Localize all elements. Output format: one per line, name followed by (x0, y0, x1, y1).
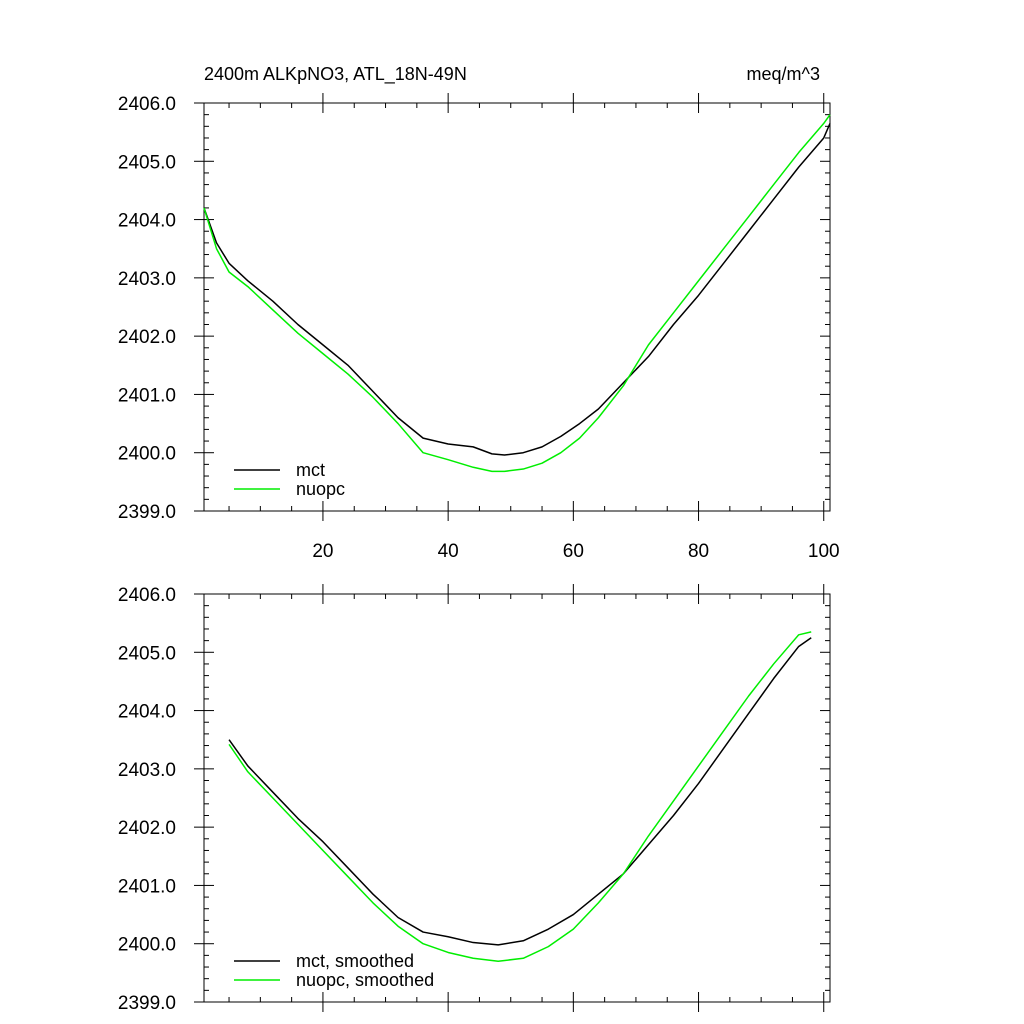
chart-title: 2400m ALKpNO3, ATL_18N-49N (204, 64, 467, 85)
x-tick-label: 60 (563, 541, 584, 562)
y-tick-label: 2401.0 (118, 385, 176, 406)
series-group (228, 631, 812, 962)
y-tick-label: 2404.0 (118, 211, 176, 232)
plot-area (203, 102, 831, 512)
y-tick-label: 2399.0 (118, 502, 176, 523)
y-tick-label: 2401.0 (118, 876, 176, 897)
plot-area (203, 593, 831, 1003)
legend-label: mct, smoothed (296, 951, 414, 971)
y-tick-label: 2406.0 (118, 94, 176, 115)
series-line-mct (203, 123, 831, 456)
x-tick-label: 40 (438, 541, 459, 562)
series-line-nuopc (203, 114, 831, 473)
y-tick-label: 2406.0 (118, 585, 176, 606)
x-tick-label: 100 (808, 541, 840, 562)
y-tick-label: 2405.0 (118, 643, 176, 664)
y-tick-label: 2402.0 (118, 327, 176, 348)
x-tick-label: 20 (312, 541, 333, 562)
legend-label: nuopc, smoothed (296, 970, 434, 990)
legend-label: nuopc (296, 479, 345, 499)
y-tick-label: 2405.0 (118, 152, 176, 173)
y-tick-label: 2399.0 (118, 993, 176, 1014)
x-tick-label: 80 (688, 541, 709, 562)
axis-ticks: 2399.0 2400.0 2401.0 2402.0 2403.0 2404.0 2405… (118, 93, 840, 562)
series-group (203, 114, 831, 473)
y-tick-label: 2400.0 (118, 935, 176, 956)
bottom-panel: 2399.0 2400.0 2401.0 2402.0 2403.0 2404.0 2405… (118, 584, 831, 1014)
y-tick-label: 2402.0 (118, 818, 176, 839)
y-tick-label: 2403.0 (118, 760, 176, 781)
series-line-nuopc (228, 631, 812, 962)
y-tick-label: 2400.0 (118, 444, 176, 465)
top-panel: 2400m ALKpNO3, ATL_18N-49N meq/m^3 2399.… (118, 64, 840, 562)
legend-label: mct (296, 460, 325, 480)
series-line-mct (228, 637, 812, 946)
y-tick-label: 2403.0 (118, 269, 176, 290)
y-tick-label: 2404.0 (118, 702, 176, 723)
axis-ticks: 2399.0 2400.0 2401.0 2402.0 2403.0 2404.0 2405… (118, 584, 830, 1014)
units-label: meq/m^3 (747, 64, 820, 84)
